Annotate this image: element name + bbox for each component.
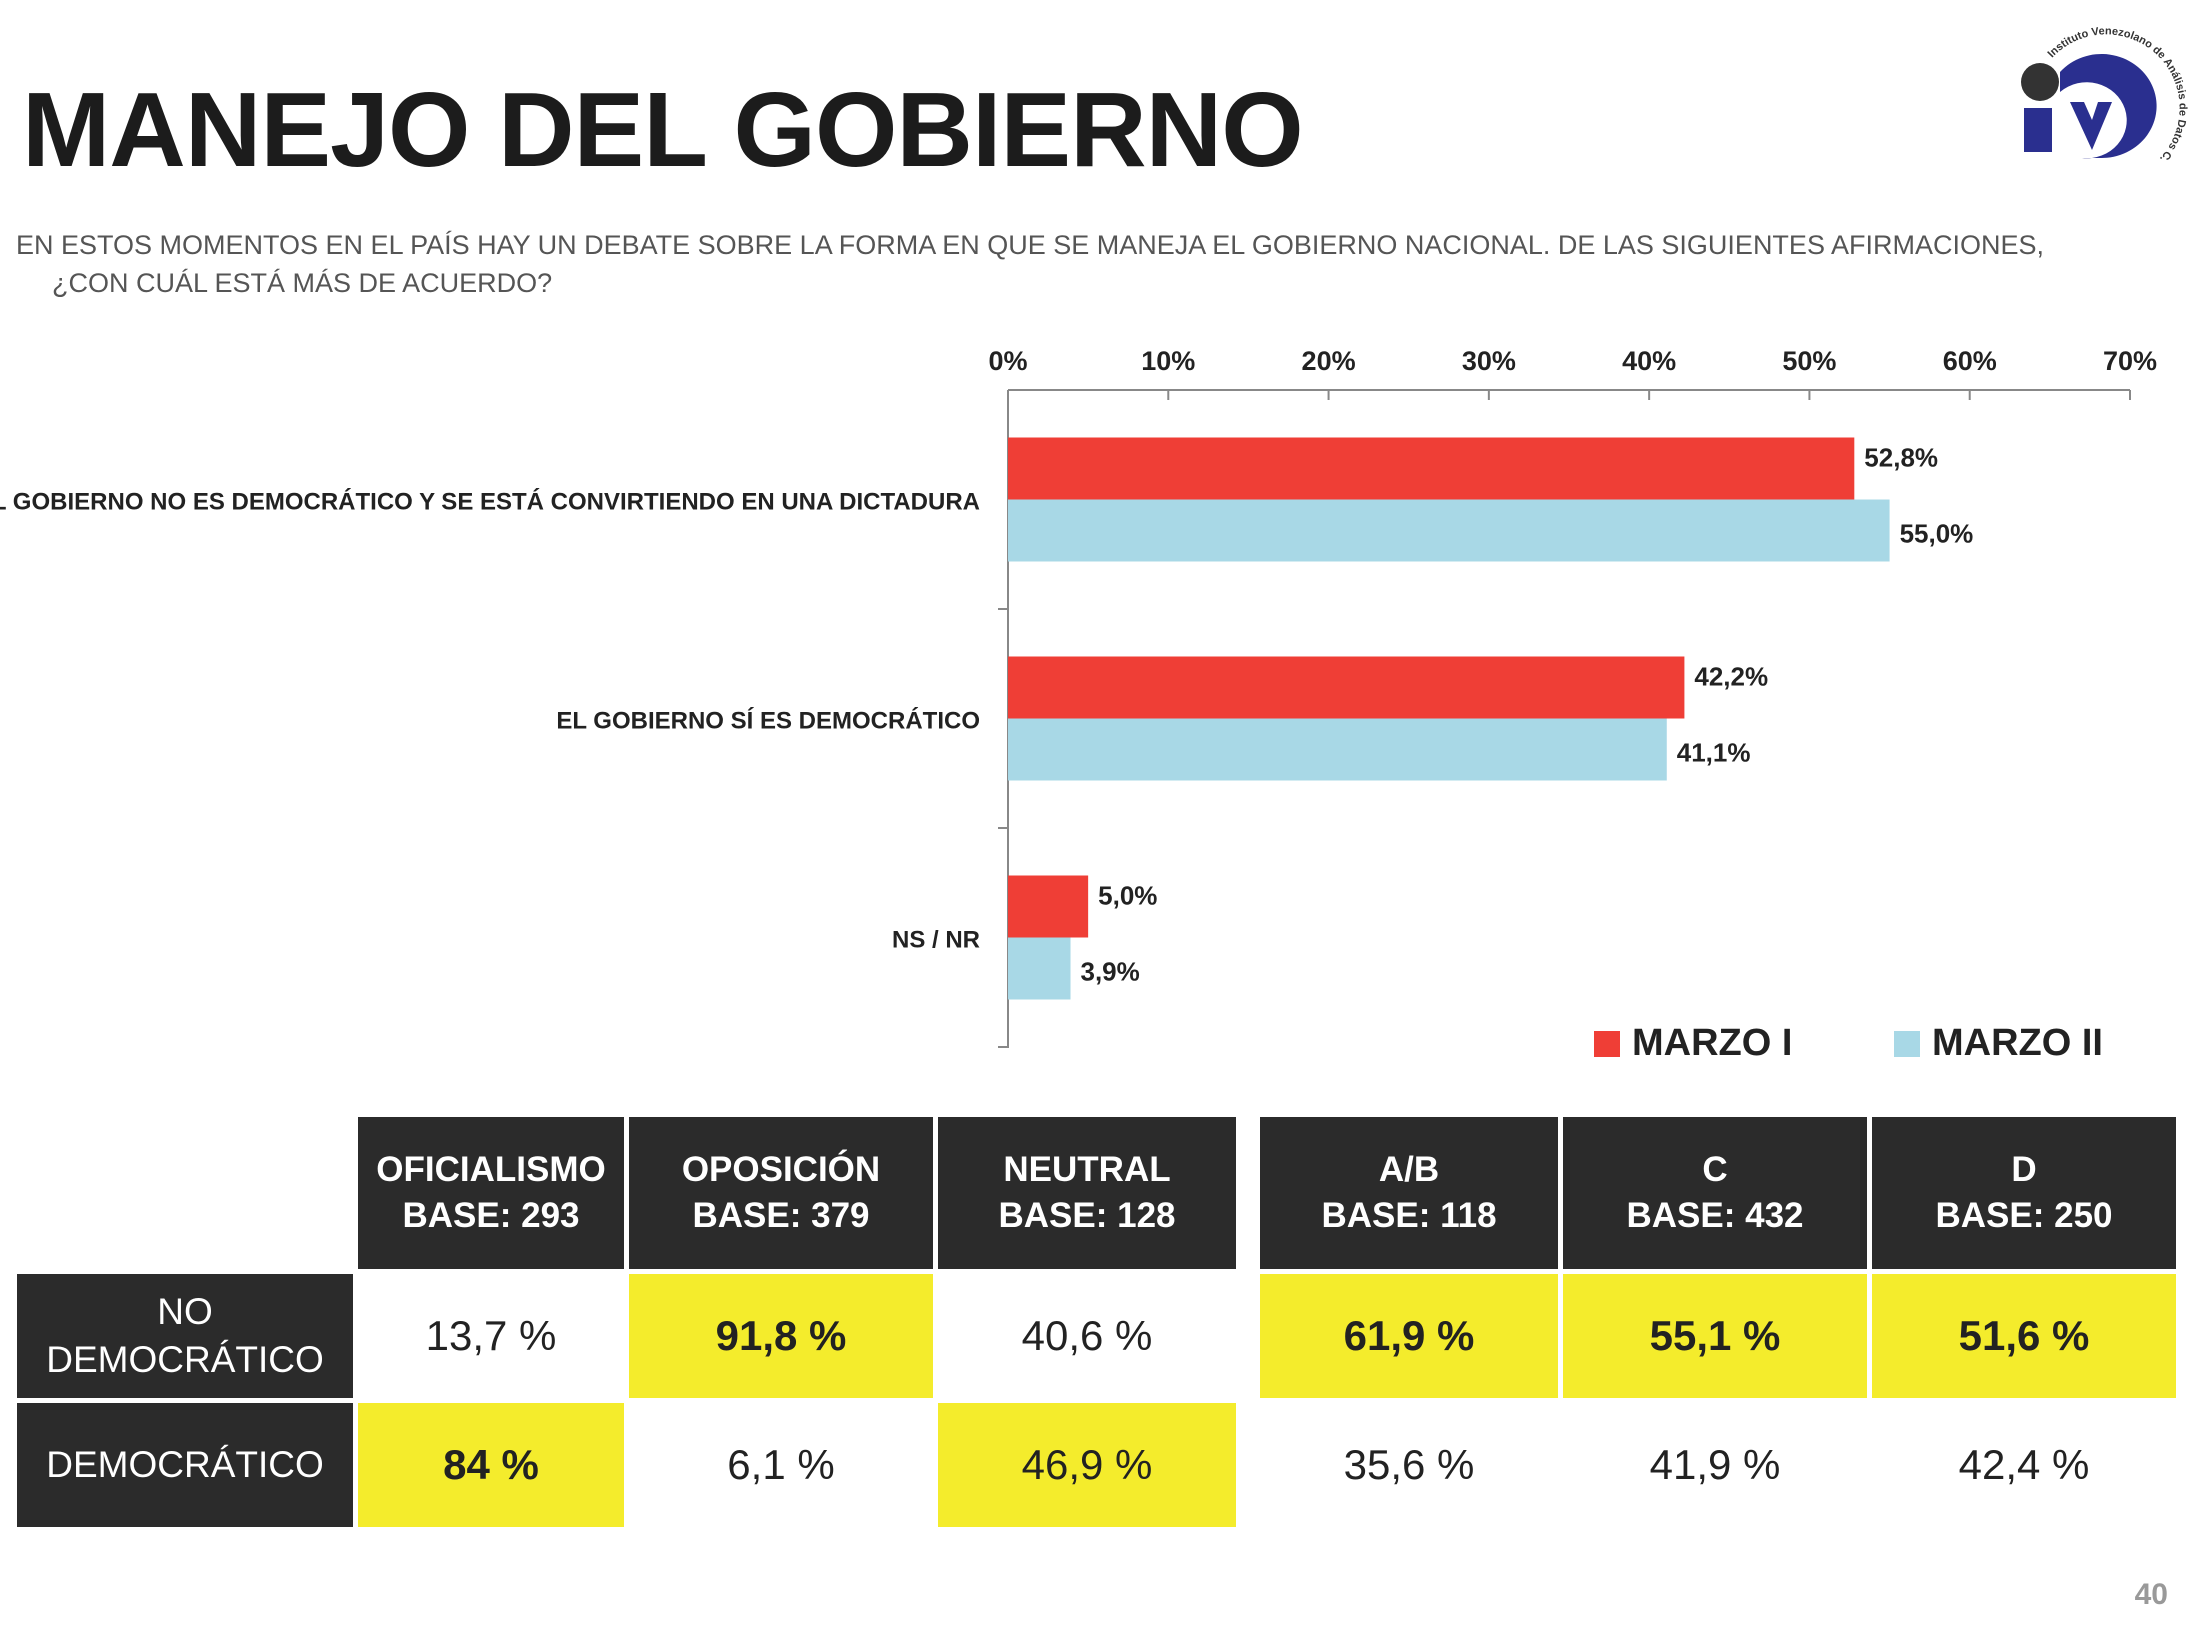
bar-marzo-ii <box>1008 499 1890 562</box>
table-row: DEMOCRÁTICO 84 % 6,1 % 46,9 % 35,6 % 41,… <box>17 1403 2176 1527</box>
col-header-d: D BASE: 250 <box>1872 1117 2176 1269</box>
crosstab-table: OFICIALISMO BASE: 293 OPOSICIÓN BASE: 379 … <box>12 1112 2181 1532</box>
table-cell: 6,1 % <box>727 1441 835 1488</box>
col-header-neutral: NEUTRAL BASE: 128 <box>938 1117 1236 1269</box>
table-cell: 40,6 % <box>1021 1312 1153 1359</box>
x-tick-label: 30% <box>1462 346 1516 376</box>
x-tick-label: 50% <box>1782 346 1836 376</box>
legend-swatch-marzo-i <box>1594 1030 1620 1057</box>
table-cell: 91,8 % <box>629 1274 933 1398</box>
legend-swatch-marzo-ii <box>1894 1030 1920 1057</box>
table-row: NO DEMOCRÁTICO 13,7 % 91,8 % 40,6 % 61,9 … <box>17 1274 2176 1398</box>
x-tick-label: 40% <box>1622 346 1676 376</box>
table-cell: 84 % <box>358 1403 624 1527</box>
legend-marzo-i: MARZO I <box>1594 1022 1792 1065</box>
x-tick-label: 60% <box>1943 346 1997 376</box>
x-tick-label: 0% <box>988 346 1027 376</box>
data-label: 3,9% <box>1081 957 1140 987</box>
x-tick-label: 20% <box>1302 346 1356 376</box>
table-cell: 41,9 % <box>1649 1441 1781 1488</box>
category-label: EL GOBIERNO SÍ ES DEMOCRÁTICO <box>556 707 980 735</box>
table-cell: 35,6 % <box>1343 1441 1475 1488</box>
x-tick-label: 10% <box>1141 346 1195 376</box>
data-label: 42,2% <box>1694 662 1768 692</box>
bar-chart: 0% 10% 20% 30% 40% 50% 60% 70% EL GOBIERNO NO ES… <box>0 346 2157 1048</box>
bar-marzo-i <box>1008 875 1089 938</box>
bar-marzo-ii <box>1008 937 1071 1000</box>
table-cell: 61,9 % <box>1260 1274 1558 1398</box>
legend-label-marzo-i: MARZO I <box>1632 1022 1793 1064</box>
data-label: 5,0% <box>1098 881 1157 911</box>
legend-marzo-ii: MARZO II <box>1894 1022 2103 1065</box>
col-header-ab: A/B BASE: 118 <box>1260 1117 1558 1269</box>
table-cell: 51,6 % <box>1872 1274 2176 1398</box>
data-label: 41,1% <box>1677 738 1751 768</box>
page-number: 40 <box>2134 1578 2168 1611</box>
page-title: MANEJO DEL GOBIERNO <box>22 71 1304 189</box>
col-header-oficialismo: OFICIALISMO BASE: 293 <box>358 1117 624 1269</box>
row-header-no-democratico: NO DEMOCRÁTICO <box>17 1274 353 1398</box>
bar-marzo-ii <box>1008 718 1667 781</box>
survey-question: EN ESTOS MOMENTOS EN EL PAÍS HAY UN DEBA… <box>16 230 2044 298</box>
category-label: NS / NR <box>892 927 980 954</box>
bar-marzo-i <box>1008 437 1855 500</box>
col-header-oposicion: OPOSICIÓN BASE: 379 <box>629 1117 933 1269</box>
table-cell: 55,1 % <box>1563 1274 1867 1398</box>
table-cell: 46,9 % <box>938 1403 1236 1527</box>
table-corner <box>17 1117 353 1269</box>
bar-marzo-i <box>1008 656 1685 719</box>
data-label: 55,0% <box>1900 519 1974 549</box>
row-header-democratico: DEMOCRÁTICO <box>17 1403 353 1527</box>
institute-logo: Instituto Venezolano de Análisis de Dato… <box>1990 10 2189 165</box>
category-label: EL GOBIERNO NO ES DEMOCRÁTICO Y SE ESTÁ … <box>0 488 980 516</box>
legend-label-marzo-ii: MARZO II <box>1932 1022 2103 1064</box>
col-header-c: C BASE: 432 <box>1563 1117 1867 1269</box>
data-label: 52,8% <box>1864 443 1938 473</box>
table-cell: 13,7 % <box>425 1312 557 1359</box>
x-tick-label: 70% <box>2103 346 2157 376</box>
table-cell: 42,4 % <box>1958 1441 2090 1488</box>
